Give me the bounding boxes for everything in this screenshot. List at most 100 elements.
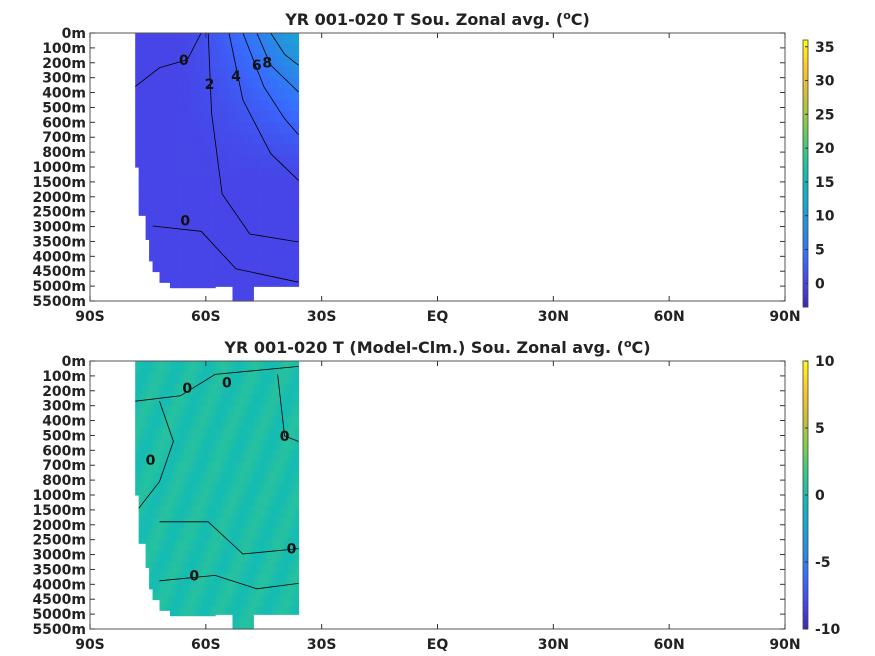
x-tick-label: 30N <box>538 309 569 325</box>
colorbar-segment <box>803 169 808 174</box>
colorbar-segment <box>803 521 808 527</box>
colorbar-segment <box>803 222 808 228</box>
colorbar-segment <box>803 486 808 492</box>
contour-label: 6 <box>252 58 262 74</box>
colorbar-segment <box>803 146 808 152</box>
colorbar-segment <box>803 611 808 617</box>
colorbar-segment <box>803 535 808 541</box>
contour-label: 2 <box>205 77 215 93</box>
contour-label: 0 <box>287 542 297 558</box>
y-tick-label: 300m <box>42 71 86 87</box>
contour-label: 8 <box>262 55 272 71</box>
y-tick-label: 2000m <box>32 190 86 206</box>
colorbar-segment <box>803 271 808 277</box>
colorbar-segment <box>803 142 808 148</box>
y-tick-label: 2500m <box>32 205 86 221</box>
y-tick-label: 600m <box>42 115 86 131</box>
colorbar-segment <box>803 553 808 559</box>
colorbar-tick-label: 0 <box>815 276 825 292</box>
colorbar-segment <box>803 262 808 268</box>
colorbar-segment <box>803 481 808 487</box>
contour-label: 0 <box>189 568 199 584</box>
y-tick-label: 2500m <box>32 533 86 549</box>
colorbar-segment <box>803 597 808 603</box>
colorbar-segment <box>803 544 808 550</box>
colorbar-segment <box>803 508 808 514</box>
colorbar-segment <box>803 620 808 626</box>
colorbar-segment <box>803 361 808 366</box>
contour-label: 4 <box>231 69 241 85</box>
y-tick-label: 200m <box>42 56 86 72</box>
colorbar-segment <box>803 253 808 259</box>
colorbar-segment <box>803 151 808 157</box>
y-tick-label: 500m <box>42 100 86 116</box>
contours <box>134 32 299 283</box>
contour-label: 0 <box>179 53 189 69</box>
x-tick-label: 30N <box>538 637 569 653</box>
colorbar-tick-label: 5 <box>815 421 825 437</box>
colorbar-segment <box>803 526 808 532</box>
colorbar-segment <box>803 240 808 246</box>
y-tick-label: 1500m <box>32 175 86 191</box>
colorbar-segment <box>803 450 808 456</box>
colorbar-segment <box>803 115 808 121</box>
colorbar-segment <box>803 102 808 108</box>
colorbar-segment <box>803 284 808 290</box>
colorbar-segment <box>803 155 808 161</box>
y-tick-label: 0m <box>62 26 86 42</box>
colorbar-segment <box>803 575 808 581</box>
colorbar-segment <box>803 293 808 299</box>
colorbar-segment <box>803 137 808 143</box>
colorbar-segment <box>803 606 808 612</box>
colorbar-segment <box>803 517 808 523</box>
colorbar-segment <box>803 124 808 130</box>
colorbar-segment <box>803 365 808 371</box>
colorbar-segment <box>803 218 808 223</box>
colorbar-segment <box>803 378 808 384</box>
colorbar-segment <box>803 459 808 465</box>
colorbar-segment <box>803 93 808 99</box>
field <box>135 361 300 630</box>
colorbar-segment <box>803 566 808 572</box>
y-tick-label: 5000m <box>32 279 86 295</box>
colorbar-segment <box>803 477 808 483</box>
colorbar-segment <box>803 111 808 117</box>
x-tick-label: 60N <box>654 637 685 653</box>
colorbar-segment <box>803 40 808 45</box>
colorbar-segment <box>803 432 808 438</box>
colorbar-segment <box>803 562 808 567</box>
y-tick-label: 3000m <box>32 548 86 564</box>
colorbar-segment <box>803 80 808 85</box>
colorbar-segment <box>803 160 808 166</box>
colorbar-tick-label: -5 <box>815 555 831 571</box>
colorbar-segment <box>803 249 808 255</box>
chart-title: YR 001-020 T Sou. Zonal avg. (oC) <box>284 9 590 29</box>
y-tick-label: 600m <box>42 443 86 459</box>
y-tick-label: 200m <box>42 384 86 400</box>
y-tick-label: 400m <box>42 86 86 102</box>
colorbar-segment <box>803 570 808 576</box>
colorbar-segment <box>803 191 808 197</box>
colorbar-segment <box>803 428 808 433</box>
colorbar-segment <box>803 588 808 594</box>
x-tick-label: 60S <box>191 637 221 653</box>
y-tick-label: 4500m <box>32 592 86 608</box>
colorbar-segment <box>803 88 808 94</box>
panel-2: YR 001-020 T (Model-Clm.) Sou. Zonal avg… <box>32 337 840 653</box>
chart-title: YR 001-020 T (Model-Clm.) Sou. Zonal avg… <box>223 337 650 357</box>
x-tick-label: 90S <box>75 637 105 653</box>
colorbar-segment <box>803 173 808 179</box>
colorbar-segment <box>803 289 808 295</box>
colorbar-segment <box>803 195 808 201</box>
colorbar-segment <box>803 374 808 380</box>
colorbar-segment <box>803 129 808 134</box>
colorbar-segment <box>803 302 808 308</box>
colorbar-segment <box>803 133 808 139</box>
y-tick-label: 5000m <box>32 607 86 623</box>
x-tick-label: 30S <box>307 309 337 325</box>
colorbar-segment <box>803 266 808 272</box>
colorbar-segment <box>803 602 808 608</box>
colorbar-segment <box>803 369 808 375</box>
y-tick-label: 1500m <box>32 503 86 519</box>
